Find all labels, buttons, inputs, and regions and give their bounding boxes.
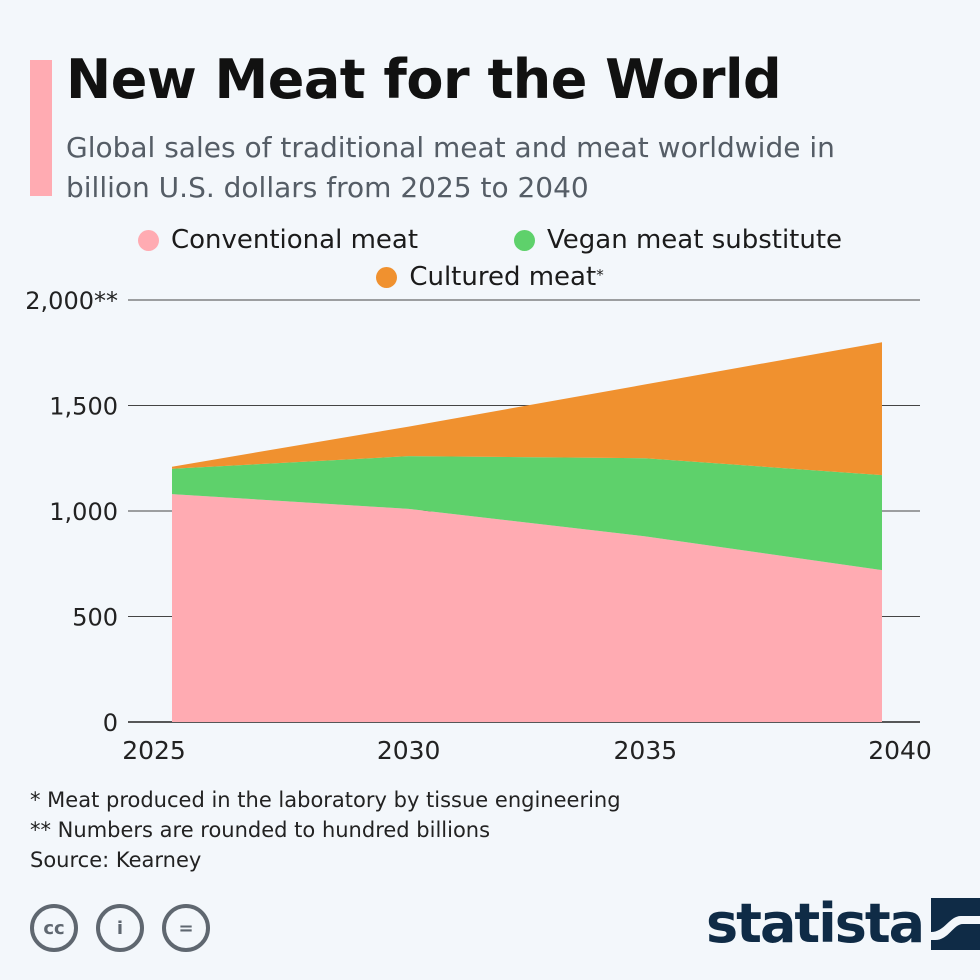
x-tick-label-0: 2025 <box>122 736 186 765</box>
creative-commons-icon[interactable]: cc <box>30 904 78 952</box>
area-series-0 <box>172 494 882 722</box>
legend-item-conventional: Conventional meat <box>137 225 419 255</box>
y-tick-label-3: 1,500 <box>49 393 118 421</box>
legend-dot-conventional <box>137 229 159 251</box>
legend-item-cultured: Cultured meat * <box>376 262 604 292</box>
legend-label-cultured-asterisk: * <box>596 266 604 284</box>
footnote-rounding: ** Numbers are rounded to hundred billio… <box>30 818 491 842</box>
statista-wordmark: statista <box>706 892 925 955</box>
x-tick-label-1: 2030 <box>377 736 441 765</box>
legend-dot-cultured <box>376 266 398 288</box>
area-series-1 <box>172 456 882 571</box>
attribution-icon[interactable]: i <box>96 904 144 952</box>
statista-logo[interactable]: statista <box>706 892 980 955</box>
footnote-cultured: * Meat produced in the laboratory by tis… <box>30 788 621 812</box>
legend-label-cultured: Cultured meat <box>409 262 597 292</box>
y-tick-label-4: 2,000** <box>25 287 118 315</box>
y-tick-label-0: 0 <box>103 709 118 737</box>
y-tick-label-1: 500 <box>72 604 118 632</box>
source-note: Source: Kearney <box>30 848 202 872</box>
chart-title: New Meat for the World <box>66 48 782 111</box>
legend-item-vegan: Vegan meat substitute <box>514 225 842 255</box>
no-derivatives-icon[interactable]: = <box>162 904 210 952</box>
license-icons: cc i = <box>30 904 228 952</box>
legend-label-conventional: Conventional meat <box>170 225 419 255</box>
statista-mark-icon <box>931 897 980 950</box>
legend-row-1: Conventional meat Vegan meat substitute <box>0 225 980 255</box>
x-tick-label-3: 2040 <box>868 736 932 765</box>
chart-subtitle: Global sales of traditional meat and mea… <box>66 131 835 204</box>
x-tick-label-2: 2035 <box>614 736 678 765</box>
y-tick-label-2: 1,000 <box>49 498 118 526</box>
legend-label-vegan: Vegan meat substitute <box>547 225 843 255</box>
area-series-2 <box>172 342 882 476</box>
legend-row-2: Cultured meat * <box>0 262 980 292</box>
area-chart: 0 500 1,000 1,500 2,000** 2025 2030 2035 2040 <box>25 287 932 765</box>
title-accent-bar <box>30 60 52 196</box>
legend-dot-vegan <box>514 229 536 251</box>
